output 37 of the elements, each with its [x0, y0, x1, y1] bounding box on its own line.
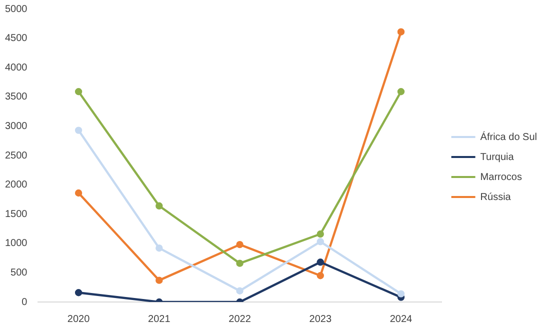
y-tick-label: 500 [10, 267, 28, 278]
y-tick-label: 1000 [4, 238, 28, 250]
y-tick-label: 0 [22, 296, 28, 308]
y-tick-label: 3500 [4, 92, 28, 103]
point [156, 244, 163, 252]
point [236, 287, 244, 294]
x-tick-label: 2020 [67, 314, 90, 325]
x-tick-label: 2024 [390, 314, 413, 325]
point [156, 202, 163, 210]
point [316, 258, 324, 266]
legend-label: Turquia [480, 152, 514, 163]
point [397, 88, 405, 96]
y-tick-label: 1500 [4, 208, 28, 220]
y-tick-label: 4500 [4, 33, 28, 44]
x-tick-label: 2023 [309, 314, 332, 325]
legend-label: Marrocos [480, 172, 522, 183]
y-tick-label: 2500 [4, 150, 28, 162]
y-tick-label: 5000 [4, 4, 28, 15]
legend-label: África do Sul [480, 130, 538, 143]
point [74, 189, 82, 197]
point [236, 240, 244, 248]
point [316, 230, 324, 238]
point [397, 28, 405, 36]
point [236, 260, 244, 267]
x-tick-label: 2022 [228, 314, 252, 325]
point [156, 276, 163, 284]
point [74, 289, 82, 296]
point [316, 238, 324, 246]
legend-label: Rússia [480, 192, 512, 203]
point [316, 272, 324, 280]
y-tick-label: 4000 [4, 62, 28, 74]
y-tick-label: 3000 [4, 120, 28, 132]
y-tick-label: 2000 [4, 180, 28, 191]
point [74, 126, 82, 134]
point [397, 290, 405, 298]
point [74, 88, 82, 96]
x-tick-label: 2021 [148, 314, 171, 325]
